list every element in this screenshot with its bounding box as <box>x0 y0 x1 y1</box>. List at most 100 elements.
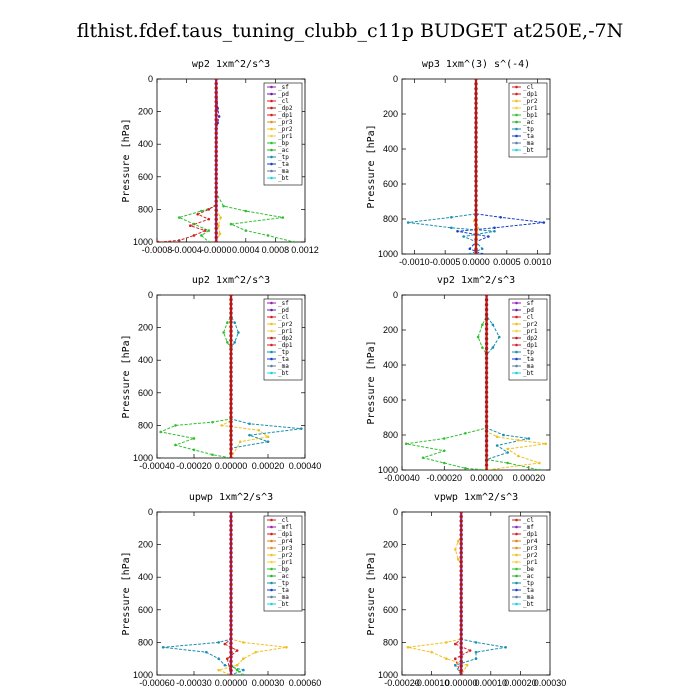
zero-profile-point <box>229 392 233 397</box>
legend-marker <box>270 85 273 89</box>
data-point <box>266 234 270 237</box>
zero-profile-point <box>229 650 233 655</box>
zero-profile-point <box>459 569 463 573</box>
x-tick-label: 0.00000 <box>470 473 503 483</box>
x-tick-label: 0.0012 <box>291 245 319 255</box>
plot-area <box>159 295 303 458</box>
zero-profile-point <box>459 628 463 632</box>
zero-profile-point <box>229 512 233 514</box>
x-tick-label: 0.0010 <box>524 257 552 267</box>
data-point <box>285 645 288 649</box>
zero-profile-point <box>474 130 478 135</box>
y-tick-label: 400 <box>383 144 398 154</box>
zero-profile-point <box>214 154 218 158</box>
data-point <box>266 440 270 444</box>
data-point <box>453 657 457 660</box>
data-point <box>462 235 465 238</box>
data-point <box>495 435 499 439</box>
zero-profile-point <box>484 458 489 462</box>
legend-entry: _pr2 <box>523 552 538 559</box>
data-point <box>491 346 495 349</box>
legend-entry: _cl <box>523 84 534 91</box>
zero-profile-point <box>484 395 489 399</box>
legend-entry: _sf <box>523 300 534 307</box>
zero-profile-point <box>229 420 233 424</box>
legend: _sf_pd_cl_pr2_pr1_dp2_dp1_tp_ta_ma_bt <box>508 298 548 381</box>
legend-entry: _bp <box>278 566 289 573</box>
legend-entry: _bt <box>523 147 534 154</box>
zero-profile-point <box>229 370 233 374</box>
data-point <box>445 657 448 660</box>
zero-profile-point <box>214 163 218 167</box>
data-point <box>192 437 196 440</box>
y-tick-label: 800 <box>138 420 153 430</box>
legend-marker <box>515 364 518 368</box>
zero-profile-point <box>474 150 478 154</box>
zero-profile-point <box>229 406 233 410</box>
zero-profile-point <box>484 327 489 331</box>
data-point <box>237 331 240 334</box>
zero-profile-point <box>229 578 233 582</box>
y-tick-label: 800 <box>383 637 398 647</box>
data-point <box>223 642 227 646</box>
legend-marker <box>515 99 518 103</box>
chart-panel-3: up2 1xm^2/s^3 0 200 400 600 800 1000-0.00040 -0… <box>121 275 321 471</box>
legend-marker <box>515 92 518 96</box>
zero-profile-point <box>484 463 489 467</box>
zero-profile-point <box>474 125 478 130</box>
legend: _sf_pd_cl_pr2_pr1_dp2_dp1_tp_ta_ma_bt <box>263 298 303 381</box>
data-point <box>292 240 296 242</box>
zero-profile-point <box>214 185 218 190</box>
legend: _cl_mfl_dp1_pr4_pr3_pr2_pr1_bp_ac_tp_ta_… <box>263 515 303 612</box>
zero-profile-point <box>484 439 489 443</box>
zero-profile-point <box>484 356 489 360</box>
data-point <box>211 453 214 457</box>
data-point <box>161 645 165 649</box>
data-point <box>481 323 484 327</box>
legend-entry: _ac <box>278 147 289 154</box>
zero-profile-point <box>459 664 463 668</box>
zero-profile-point <box>229 438 233 442</box>
zero-profile-point <box>474 106 478 110</box>
legend-marker <box>515 113 518 117</box>
data-point <box>456 557 460 561</box>
data-point <box>442 461 446 465</box>
zero-profile-point <box>229 564 233 569</box>
zero-profile-point <box>484 366 489 370</box>
legend-marker <box>270 595 273 599</box>
data-point <box>266 435 270 439</box>
x-tick-label: -0.00020 <box>427 473 463 483</box>
zero-profile-point <box>214 79 218 81</box>
x-tick-label: -0.0004 <box>171 245 202 255</box>
plot-area <box>406 512 507 675</box>
legend-marker <box>270 148 273 152</box>
zero-profile-point <box>229 514 233 519</box>
zero-profile-point <box>474 96 478 101</box>
y-tick-label: 200 <box>383 109 398 119</box>
legend-entry: _pr3 <box>523 545 538 552</box>
zero-profile-point <box>484 303 489 307</box>
zero-profile-point <box>229 302 233 306</box>
legend-marker <box>270 343 273 347</box>
legend-entry: _ta <box>278 356 289 363</box>
data-point <box>244 209 248 213</box>
legend-entry: _tp <box>278 580 289 587</box>
zero-profile-point <box>214 99 218 104</box>
zero-profile-point <box>484 295 489 297</box>
data-point <box>300 427 303 430</box>
zero-profile-point <box>474 145 478 149</box>
data-point <box>235 668 239 672</box>
legend: _cl_mf_dp1_pr4_pr3_pr2_pr1_be_ac_tp_ta_m… <box>508 515 548 612</box>
data-point <box>226 340 229 344</box>
y-tick-label: 0 <box>148 290 153 300</box>
data-point <box>244 229 248 232</box>
data-point <box>233 321 236 325</box>
y-tick-label: 600 <box>138 388 153 398</box>
data-point <box>248 422 251 426</box>
zero-profile-point <box>459 578 463 582</box>
data-point <box>538 468 541 470</box>
legend-entry: _pr3 <box>278 545 293 552</box>
zero-profile-point <box>229 646 233 650</box>
zero-profile-point <box>474 164 478 169</box>
legend-marker <box>515 85 518 89</box>
